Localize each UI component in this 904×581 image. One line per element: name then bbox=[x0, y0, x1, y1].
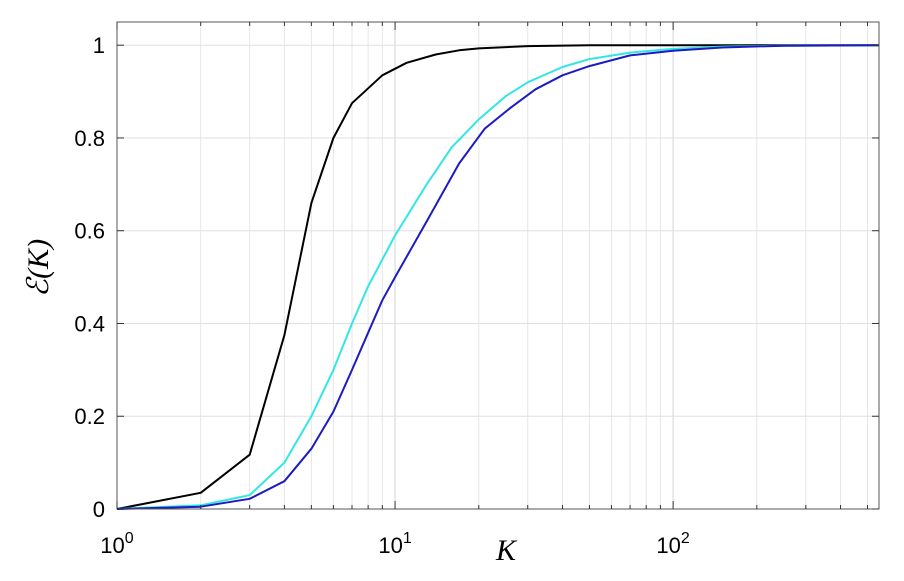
x-tick-exponent: 2 bbox=[681, 530, 690, 547]
y-tick-label: 0.8 bbox=[74, 126, 105, 151]
x-tick-exponent: 0 bbox=[125, 530, 134, 547]
y-tick-label: 0 bbox=[93, 497, 105, 522]
x-tick-base: 10 bbox=[656, 533, 680, 558]
x-tick-base: 10 bbox=[378, 533, 402, 558]
series-line-2 bbox=[116, 44, 880, 510]
x-tick-label: 101 bbox=[378, 530, 411, 558]
x-tick-exponent: 1 bbox=[403, 530, 412, 547]
y-tick-label: 1 bbox=[93, 33, 105, 58]
x-tick-label: 100 bbox=[100, 530, 133, 558]
y-tick-label: 0.6 bbox=[74, 219, 105, 244]
x-tick-base: 10 bbox=[100, 533, 124, 558]
series-line-3 bbox=[116, 44, 880, 510]
x-tick-label: 102 bbox=[656, 530, 689, 558]
y-tick-label: 0.2 bbox=[74, 404, 105, 429]
y-tick-label: 0.4 bbox=[74, 311, 105, 336]
plot-frame bbox=[116, 21, 880, 510]
ticks bbox=[116, 22, 879, 510]
series-layer bbox=[116, 44, 880, 510]
y-axis-label: ℰ(K) bbox=[22, 239, 55, 297]
series-line-1 bbox=[116, 44, 879, 510]
x-axis-label: K bbox=[495, 534, 518, 567]
